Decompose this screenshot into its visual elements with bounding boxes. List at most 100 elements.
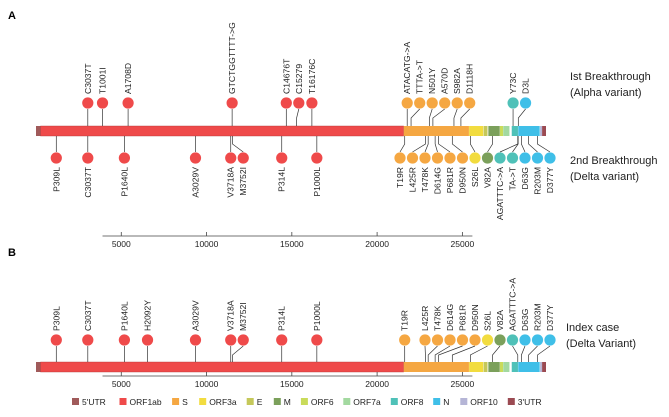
genome-segment-orf7a	[503, 362, 510, 372]
mutation-stem	[451, 345, 476, 362]
mutation-stem	[521, 345, 526, 362]
mutation-stem	[499, 136, 519, 153]
mutation-label: P309L	[51, 167, 61, 192]
mutation-stem	[410, 108, 420, 126]
mutation-stem	[453, 108, 458, 126]
legend-swatch	[343, 398, 351, 405]
mutation-stem	[470, 345, 488, 362]
legend-label: ORF3a	[209, 397, 237, 407]
mutation-marker	[469, 334, 481, 346]
genome-segment-e	[483, 362, 488, 372]
track-title-alpha: Ist Breakthrough (Alpha variant)	[570, 71, 651, 99]
mutation-label: P1000L	[312, 301, 322, 331]
legend-label: ORF6	[311, 397, 334, 407]
mutation-marker	[519, 97, 532, 109]
mutation-stem	[424, 136, 429, 153]
mutations-alpha: C3037T T1001I A1708D GTCTGGTTTT->G C14676T C1…	[82, 22, 532, 126]
mutation-label: H2092Y	[143, 300, 153, 331]
mutation-label: L425R	[420, 306, 430, 331]
mutation-label: V3718A	[226, 300, 236, 331]
genome-segment-orf3a	[469, 126, 484, 136]
mutation-marker	[280, 97, 292, 109]
mutation-marker	[50, 152, 62, 164]
mutation-label: D614G	[433, 167, 443, 195]
genome-segment-orf8	[511, 362, 518, 372]
mutation-marker	[141, 334, 154, 346]
mutation-marker	[519, 152, 531, 164]
mutation-stem	[460, 108, 470, 126]
axis-tick-label: 10000	[195, 239, 219, 249]
mutation-marker	[118, 152, 130, 164]
track-title-delta-breakthrough: 2nd Breakthrough (Delta variant)	[570, 155, 657, 183]
mutation-marker	[118, 334, 130, 346]
mutation-label: C14676T	[281, 58, 291, 94]
legend-swatch	[246, 398, 254, 405]
mutation-marker	[293, 97, 305, 109]
mutation-marker	[311, 334, 323, 346]
mutation-label: S26L	[483, 311, 493, 331]
mutation-label: A1708D	[123, 63, 133, 94]
legend-label: 3'UTR	[518, 397, 542, 407]
mutation-stem	[487, 136, 493, 153]
mutation-marker	[451, 97, 463, 109]
genome-segment-s	[403, 126, 469, 136]
mutation-marker	[237, 152, 249, 164]
legend-swatch	[72, 398, 79, 405]
mutation-marker	[276, 334, 288, 346]
mutation-marker	[464, 97, 476, 109]
mutation-label: C3037T	[83, 166, 93, 197]
mutation-label: P1640L	[119, 301, 129, 331]
genome-segment-orf1ab	[40, 125, 404, 137]
mutation-marker	[311, 152, 323, 164]
legend-swatch	[507, 398, 515, 405]
legend-swatch	[460, 398, 468, 405]
legend-swatch	[300, 398, 308, 405]
mutation-label: D950N	[470, 304, 480, 331]
mutation-label: Y73C	[508, 73, 518, 95]
genome-segment-orf8	[511, 126, 518, 136]
mutation-marker	[419, 334, 431, 346]
genome-segment-n	[518, 126, 540, 136]
legend-label: E	[257, 397, 263, 407]
mutation-marker	[276, 152, 288, 164]
legend-label: N	[443, 397, 449, 407]
genome-segment-5utr	[36, 126, 41, 136]
axis-tick-label: 5000	[112, 379, 131, 389]
mutation-label: T19R	[400, 310, 410, 331]
genome-segment-n	[518, 362, 540, 372]
mutation-stem	[517, 108, 526, 126]
mutation-stem	[537, 345, 551, 362]
genome-segment-s	[403, 362, 469, 372]
mutation-label: P681R	[458, 305, 468, 331]
genome-segment-orf1ab	[40, 361, 404, 373]
mutation-stem	[438, 345, 463, 362]
legend-label: ORF7a	[353, 397, 381, 407]
axis-tick-label: 15000	[280, 379, 304, 389]
legend-label: S	[182, 397, 188, 407]
mutation-marker	[189, 334, 202, 346]
mutation-marker	[82, 152, 94, 164]
genome-segment-orf6	[499, 126, 504, 136]
mutation-marker	[444, 334, 456, 346]
mutation-stem	[470, 136, 476, 153]
legend-swatch	[433, 398, 441, 405]
mutation-stem	[432, 108, 445, 126]
mutation-label: D63G	[520, 167, 530, 190]
mutation-marker	[544, 334, 556, 346]
mutation-marker	[401, 97, 413, 109]
mutation-label: C3037T	[83, 63, 93, 94]
mutation-marker	[456, 152, 469, 164]
mutation-stem	[434, 345, 451, 362]
mutation-label: C3037T	[83, 300, 93, 331]
genome-segment-m	[488, 126, 500, 136]
mutation-stem	[528, 136, 538, 153]
mutation-label: V82A	[483, 167, 493, 188]
mutation-marker	[414, 97, 426, 109]
mutation-stem	[438, 136, 451, 153]
legend-label: M	[284, 397, 291, 407]
mutation-label: L425R	[408, 167, 418, 192]
mutation-label: TA->T	[508, 166, 518, 190]
mutation-stem	[399, 136, 406, 153]
mutation-label: V3718A	[226, 167, 236, 198]
mutation-marker	[494, 334, 506, 346]
